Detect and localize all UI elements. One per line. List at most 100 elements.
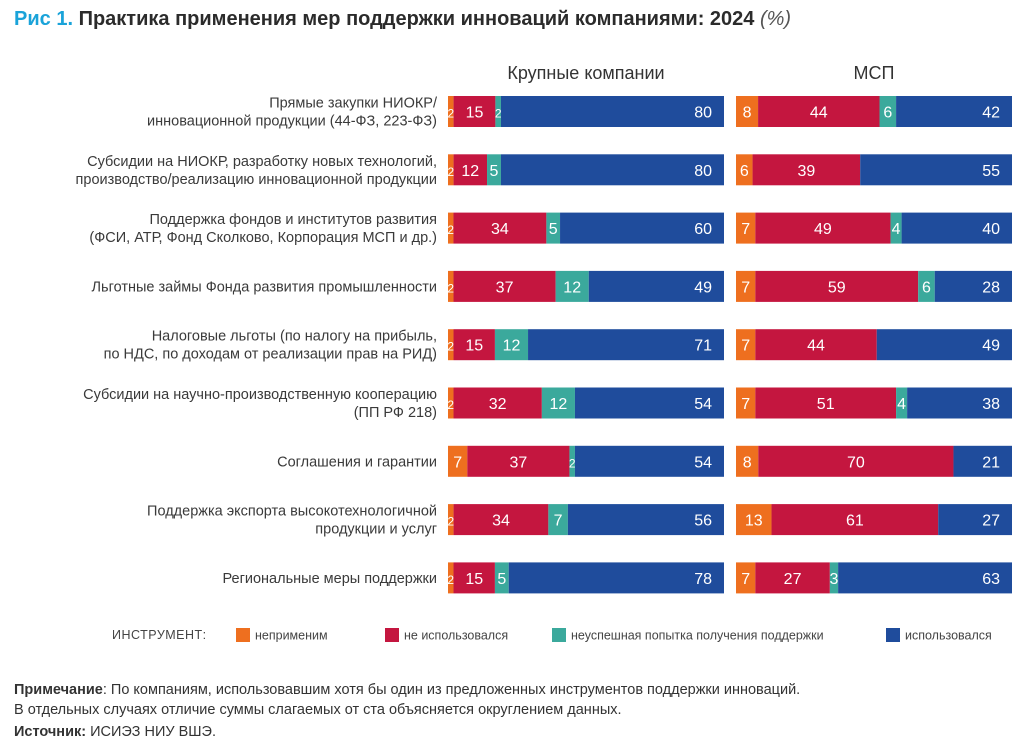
source-label: Источник:: [14, 724, 87, 740]
data-label: 15: [465, 338, 483, 355]
data-label: 8: [743, 454, 752, 471]
bar-segment: [829, 562, 839, 594]
bar-segment: [758, 445, 954, 477]
data-label: 2: [447, 398, 454, 412]
bar-segment: [467, 445, 570, 477]
data-label: 61: [846, 513, 864, 530]
bar-segment: [736, 96, 759, 127]
bar-segment: [918, 270, 935, 302]
data-label: 12: [550, 396, 568, 413]
panel-header: МСП: [854, 63, 895, 83]
bar-segment: [901, 212, 1012, 244]
bar-segment: [495, 96, 501, 127]
bar-segment: [448, 445, 468, 477]
source-line: Источник: ИСИЭЗ НИУ ВШЭ.: [14, 724, 216, 740]
legend-swatch: [236, 628, 250, 642]
category-label: Соглашения и гарантии: [277, 454, 437, 470]
bar-segment: [487, 154, 501, 186]
data-label: 2: [447, 515, 454, 529]
bar-segment: [528, 329, 724, 361]
data-label: 80: [694, 163, 712, 180]
category-label: (ПП РФ 218): [354, 405, 437, 421]
data-label: 40: [982, 221, 1000, 238]
data-label: 3: [830, 571, 839, 588]
data-label: 15: [465, 571, 483, 588]
bar-segment: [448, 387, 454, 419]
bar-segment: [546, 212, 561, 244]
bar-segment: [569, 445, 575, 477]
bar-segment: [758, 96, 880, 127]
legend-swatch: [385, 628, 399, 642]
bar-segment: [588, 270, 724, 302]
data-label: 15: [466, 105, 484, 122]
bar-segment: [890, 212, 902, 244]
bar-segment: [574, 445, 724, 477]
legend-swatch: [886, 628, 900, 642]
bar-segment: [907, 387, 1012, 419]
bar-segment: [453, 96, 496, 127]
note-label: Примечание: [14, 682, 103, 698]
data-label: 5: [497, 571, 506, 588]
bar-segment: [574, 387, 724, 419]
stacked-bar-chart: Крупные компании МСП Прямые закупки НИОКР/…: [76, 63, 1012, 643]
bar-segment: [896, 96, 1012, 127]
bar-segment: [448, 329, 454, 361]
bar-segment: [500, 154, 724, 186]
title-text: Практика применения мер поддержки иннова…: [78, 8, 755, 30]
category-label: Прямые закупки НИОКР/: [269, 96, 438, 112]
legend-label: неприменим: [255, 629, 328, 643]
data-label: 55: [982, 163, 1000, 180]
note-text: : По компаниям, использовавшим хотя бы о…: [102, 682, 801, 698]
data-label: 4: [897, 396, 906, 413]
bar-segment: [953, 445, 1012, 477]
category-label: (ФСИ, АТР, Фонд Сколково, Корпорация МСП…: [89, 230, 437, 246]
bar-segment: [494, 329, 529, 361]
bar-segment: [448, 270, 454, 302]
data-label: 80: [694, 105, 712, 122]
bar-segment: [453, 387, 542, 419]
bar-segment: [938, 504, 1012, 536]
data-label: 2: [495, 107, 502, 121]
category-label: Субсидии на научно-производственную кооп…: [83, 387, 437, 403]
data-label: 28: [982, 279, 1000, 296]
note-line-1: Примечание: По компаниям, использовавшим…: [14, 682, 800, 698]
data-label: 6: [883, 105, 892, 122]
data-label: 78: [694, 571, 712, 588]
data-label: 44: [807, 338, 825, 355]
bar-segment: [736, 270, 756, 302]
data-label: 49: [694, 279, 712, 296]
bar-segment: [541, 387, 575, 419]
bar-segment: [448, 562, 454, 594]
bar-segment: [736, 154, 753, 186]
category-label: Поддержка фондов и институтов развития: [150, 212, 438, 228]
legend-label: не использовался: [404, 629, 508, 643]
data-label: 2: [447, 223, 454, 237]
bar-segment: [736, 329, 756, 361]
data-label: 7: [741, 221, 750, 238]
bar-segment: [448, 504, 454, 536]
legend-title: ИНСТРУМЕНТ:: [112, 628, 207, 642]
note-line-2: В отдельных случаях отличие суммы слагае…: [14, 702, 622, 718]
bar-segment: [838, 562, 1012, 594]
bar-segment: [736, 445, 759, 477]
bar-segment: [876, 329, 1012, 361]
data-label: 12: [563, 279, 581, 296]
bar-segment: [448, 212, 454, 244]
data-label: 56: [694, 513, 712, 530]
bar-segment: [755, 212, 891, 244]
data-label: 7: [741, 338, 750, 355]
category-label: по НДС, по доходам от реализации прав на…: [104, 347, 437, 363]
data-label: 34: [492, 513, 510, 530]
bar-segment: [567, 504, 724, 536]
category-label: производство/реализацию инновационной пр…: [76, 172, 437, 188]
category-label: Льготные займы Фонда развития промышленн…: [92, 279, 437, 295]
data-label: 7: [741, 279, 750, 296]
bar-segment: [896, 387, 908, 419]
data-label: 4: [892, 221, 901, 238]
bar-segment: [453, 212, 547, 244]
bar-segment: [555, 270, 589, 302]
bar-segment: [453, 562, 495, 594]
data-label: 54: [694, 454, 712, 471]
title-unit: (%): [759, 8, 792, 30]
category-label: Налоговые льготы (по налогу на прибыль,: [152, 329, 437, 345]
